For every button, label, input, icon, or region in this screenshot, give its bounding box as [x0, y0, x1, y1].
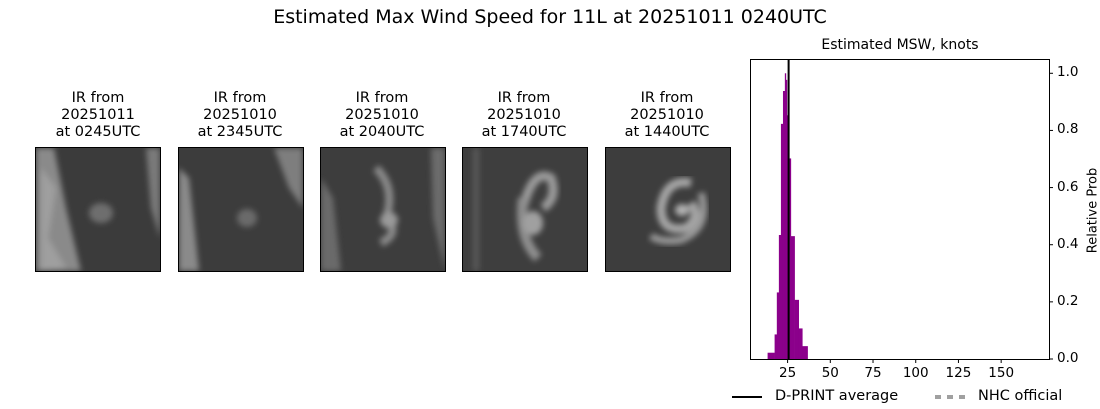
panel-label: IR from 20251010 at 1740UTC: [444, 90, 604, 141]
ir-image-render: [463, 148, 587, 271]
panel-label-line: IR from: [213, 90, 267, 106]
histogram-bar: [790, 236, 795, 359]
panel-label-line: 20251011: [61, 107, 135, 123]
x-tick-label: 50: [821, 365, 839, 381]
panel-label-line: IR from: [71, 90, 125, 106]
panel-label: IR from 20251010 at 1440UTC: [587, 90, 747, 141]
histogram-bar: [767, 352, 775, 359]
ir-satellite-image: [320, 147, 446, 272]
x-tick-label: 25: [778, 365, 797, 381]
y-tick-label: 0.2: [1057, 292, 1079, 309]
panel-label-line: at 2345UTC: [197, 124, 283, 140]
panel-label-line: 20251010: [630, 107, 704, 123]
legend-dprint-label: D-PRINT average: [775, 388, 899, 404]
ir-satellite-image: [462, 147, 588, 272]
panel-label-line: IR from: [640, 90, 694, 106]
figure-title: Estimated Max Wind Speed for 11L at 2025…: [273, 6, 827, 28]
histogram-bar: [788, 158, 792, 359]
panel-label: IR from 20251011 at 0245UTC: [18, 90, 178, 141]
panel-label-line: 20251010: [345, 107, 419, 123]
panel-label-line: at 1440UTC: [624, 124, 710, 140]
ir-image-render: [36, 148, 160, 271]
ir-satellite-image: [35, 147, 161, 272]
y-tick-label: 0.0: [1057, 350, 1079, 366]
histogram-bar: [778, 235, 782, 359]
panel-label-line: 20251010: [203, 107, 277, 123]
y-tick-label: 0.4: [1057, 235, 1079, 252]
axes-frame: [750, 59, 1050, 360]
x-tick-label: 125: [945, 365, 972, 381]
chart-title: Estimated MSW, knots: [821, 37, 979, 53]
panel-label: IR from 20251010 at 2040UTC: [302, 90, 462, 141]
ir-satellite-image: [178, 147, 304, 272]
ir-image-render: [606, 148, 730, 271]
panel-label-line: at 2040UTC: [339, 124, 425, 140]
y-tick-label: 0.8: [1057, 121, 1079, 138]
x-tick-label: 75: [864, 365, 882, 381]
histogram-bar: [774, 334, 778, 359]
x-tick-label: 100: [902, 365, 929, 381]
panel-label-line: at 1740UTC: [481, 124, 567, 140]
histogram-bar: [798, 328, 803, 359]
ir-satellite-image: [605, 147, 731, 272]
y-tick-label: 0.6: [1057, 178, 1079, 195]
histogram-bar: [782, 91, 786, 359]
panel-label-line: 20251010: [487, 107, 561, 123]
x-tick-label: 150: [988, 365, 1015, 381]
panel-label-line: IR from: [497, 90, 551, 106]
legend-nhc-label: NHC official: [978, 388, 1063, 404]
ir-image-render: [179, 148, 303, 271]
y-tick-label: 1.0: [1057, 64, 1079, 81]
histogram-bar: [785, 79, 788, 359]
ir-image-render: [321, 148, 445, 271]
histogram-bar: [794, 299, 799, 359]
panel-label: IR from 20251010 at 2345UTC: [160, 90, 320, 141]
panel-label-line: at 0245UTC: [55, 124, 141, 140]
histogram-bar: [776, 292, 780, 359]
panel-label-line: IR from: [355, 90, 409, 106]
histogram-bar: [784, 73, 787, 360]
histogram-bar: [780, 123, 784, 359]
histogram-bar: [802, 346, 808, 359]
